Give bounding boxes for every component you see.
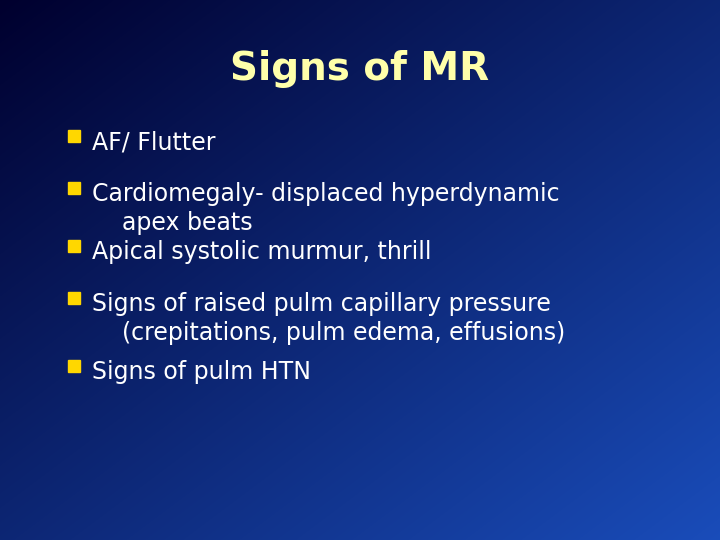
Text: Signs of raised pulm capillary pressure
    (crepitations, pulm edema, effusions: Signs of raised pulm capillary pressure …	[92, 292, 565, 345]
Text: Signs of pulm HTN: Signs of pulm HTN	[92, 360, 311, 384]
Text: Signs of MR: Signs of MR	[230, 50, 490, 88]
Bar	[68, 240, 80, 252]
Bar	[68, 292, 80, 304]
Text: AF/ Flutter: AF/ Flutter	[92, 130, 215, 154]
Bar	[68, 130, 80, 142]
Bar	[68, 360, 80, 372]
Text: Cardiomegaly- displaced hyperdynamic
    apex beats: Cardiomegaly- displaced hyperdynamic ape…	[92, 182, 559, 235]
Text: Apical systolic murmur, thrill: Apical systolic murmur, thrill	[92, 240, 431, 264]
Bar	[68, 182, 80, 194]
